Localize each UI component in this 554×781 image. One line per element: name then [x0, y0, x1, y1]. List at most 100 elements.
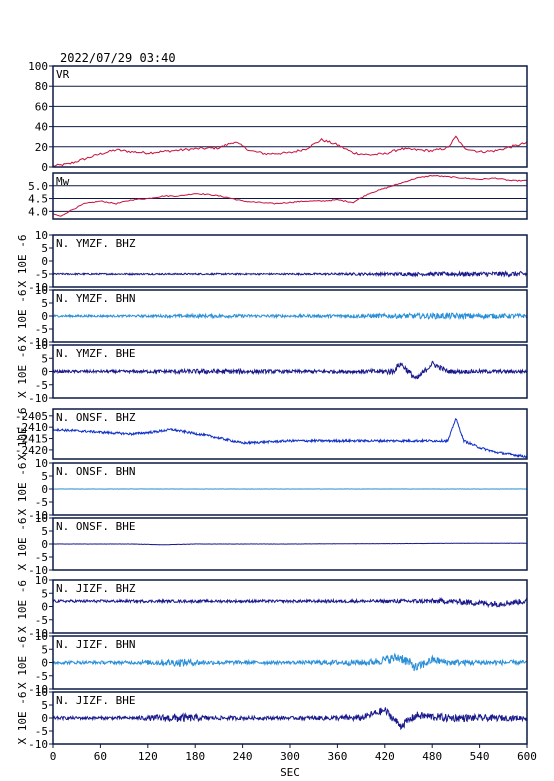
y-tick-label: 0	[41, 161, 48, 174]
x-tick-label: 0	[50, 750, 57, 763]
panel-title: Mw	[56, 175, 70, 188]
series-line	[52, 270, 528, 278]
y-axis-label: X 10E -6	[16, 692, 29, 745]
y-tick-label: 5	[41, 242, 48, 255]
y-tick-label: 60	[35, 100, 48, 113]
panel-title: N. ONSF. BHE	[56, 520, 135, 533]
panel-frame	[52, 289, 528, 343]
y-tick-label: -10	[28, 627, 48, 640]
y-tick-label: -5	[35, 379, 48, 392]
y-tick-label: 5	[41, 587, 48, 600]
y-tick-label: -2415	[15, 433, 48, 446]
y-tick-label: 0	[41, 712, 48, 725]
y-tick-label: -10	[28, 738, 48, 751]
y-tick-label: 10	[35, 284, 48, 297]
panel-frame	[52, 635, 528, 690]
y-tick-label: 0	[41, 657, 48, 670]
series-line	[52, 174, 528, 217]
panel-title: N. YMZF. BHE	[56, 347, 135, 360]
y-tick-label: 0	[41, 366, 48, 379]
y-tick-label: 10	[35, 512, 48, 525]
y-tick-label: -10	[28, 683, 48, 696]
y-tick-label: 5	[41, 352, 48, 365]
panel-frame	[52, 462, 528, 516]
panel-title: N. ONSF. BHN	[56, 465, 135, 478]
y-axis-label: X 10E -6	[16, 580, 29, 633]
y-tick-label: 0	[41, 538, 48, 551]
series-line	[52, 652, 528, 672]
panel-title: N. YMZF. BHZ	[56, 237, 136, 250]
y-tick-label: -5	[35, 614, 48, 627]
y-tick-label: 4.5	[28, 193, 48, 206]
y-axis-label: X 10E -6	[16, 235, 29, 288]
y-axis-label: X 10E -6	[16, 290, 29, 343]
y-tick-label: 5.0	[28, 180, 48, 193]
y-axis-label: X 10E -6	[16, 345, 29, 398]
panel-title: N. JIZF. BHN	[56, 638, 135, 651]
y-tick-label: 80	[35, 80, 48, 93]
y-tick-label: 5	[41, 699, 48, 712]
y-axis-label: X 10E -6	[16, 463, 29, 516]
panel-frame	[52, 234, 528, 288]
y-tick-label: 10	[35, 630, 48, 643]
y-tick-label: 0	[41, 483, 48, 496]
series-line	[52, 707, 528, 731]
y-tick-label: -10	[28, 336, 48, 349]
panel-frame	[52, 408, 528, 460]
series-line	[52, 418, 528, 459]
y-tick-label: 20	[35, 141, 48, 154]
y-tick-label: -10	[28, 564, 48, 577]
y-tick-label: 10	[35, 686, 48, 699]
panel-frame	[52, 172, 528, 220]
x-tick-label: 600	[517, 750, 537, 763]
panel-frame	[52, 344, 528, 399]
panel-title: N. JIZF. BHE	[56, 694, 135, 707]
y-tick-label: -5	[35, 670, 48, 683]
x-tick-label: 60	[94, 750, 107, 763]
y-tick-label: -10	[28, 509, 48, 522]
y-tick-label: -2405	[15, 410, 48, 423]
x-tick-label: 240	[233, 750, 253, 763]
series-line	[52, 360, 527, 380]
y-axis-label: X 10E -6	[16, 636, 29, 689]
panel-frame	[52, 65, 528, 168]
x-axis-label: SEC	[280, 766, 300, 779]
x-tick-label: 360	[327, 750, 347, 763]
y-tick-label: 0	[41, 310, 48, 323]
y-tick-label: 5	[41, 525, 48, 538]
panel-title: N. JIZF. BHZ	[56, 582, 136, 595]
y-tick-label: 5	[41, 297, 48, 310]
x-tick-label: 300	[280, 750, 300, 763]
panel-0: 0 20 40 60 80 100 VR	[28, 60, 528, 174]
y-tick-label: 10	[35, 229, 48, 242]
y-tick-label: -5	[35, 551, 48, 564]
y-tick-label: 0	[41, 255, 48, 268]
y-tick-label: -10	[28, 281, 48, 294]
y-tick-label: -5	[35, 496, 48, 509]
x-tick-label: 120	[138, 750, 158, 763]
series-line	[52, 542, 528, 546]
x-axis: 0 60 120 180 240 300 360 420 480 540 600	[50, 744, 537, 763]
x-tick-label: 480	[422, 750, 442, 763]
y-tick-label: -10	[28, 392, 48, 405]
x-tick-label: 540	[470, 750, 490, 763]
panel-frame	[52, 579, 528, 634]
panel-title: N. YMZF. BHN	[56, 292, 135, 305]
y-tick-label: 10	[35, 574, 48, 587]
y-tick-label: 4.0	[28, 205, 48, 218]
y-tick-label: -5	[35, 725, 48, 738]
y-tick-label: 10	[35, 457, 48, 470]
y-tick-label: 40	[35, 121, 48, 134]
y-tick-label: -2420	[15, 444, 48, 457]
panel-title: VR	[56, 68, 70, 81]
x-tick-label: 180	[185, 750, 205, 763]
